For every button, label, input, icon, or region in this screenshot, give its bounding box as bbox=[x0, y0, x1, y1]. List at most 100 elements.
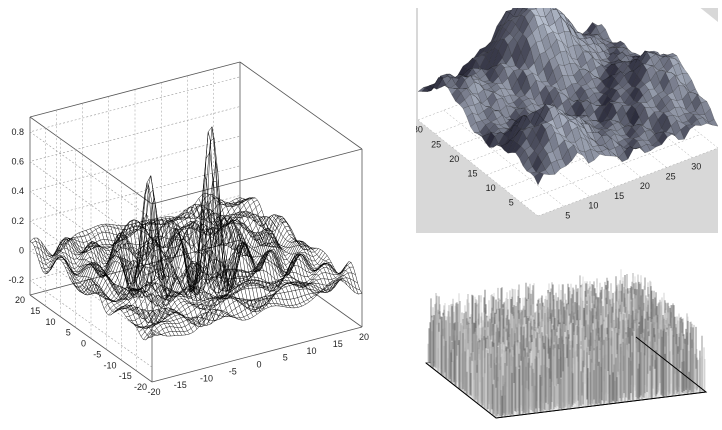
z-tick-label: 0.4 bbox=[11, 186, 24, 196]
mesh-line bbox=[157, 126, 280, 307]
wireframe-surface-panel: 0.8 0.6 0.4 0.2 0 -0.2 -20 -15 -10 -5 0 5 10 15 20 20 15… bbox=[8, 61, 369, 397]
box-edge bbox=[151, 326, 363, 383]
grid-line bbox=[537, 147, 718, 217]
grid-line bbox=[520, 134, 701, 203]
surface-facets bbox=[417, 8, 718, 186]
x-tick-label: -20 bbox=[147, 387, 160, 397]
grid-line bbox=[417, 119, 539, 217]
grid-line bbox=[29, 106, 241, 249]
mesh-line bbox=[149, 174, 273, 312]
mesh-line bbox=[119, 219, 243, 321]
x-tick-label: -10 bbox=[200, 373, 213, 383]
mesh-line bbox=[48, 244, 171, 337]
z-tick-label: 0.6 bbox=[11, 157, 24, 167]
mesh-line bbox=[134, 223, 258, 315]
x-tick-label: 15 bbox=[333, 339, 343, 349]
mesh-line bbox=[239, 197, 363, 294]
x-tick-label: 20 bbox=[640, 181, 650, 191]
grid-line bbox=[29, 224, 241, 368]
x-tick-label: 10 bbox=[306, 346, 316, 356]
mesh-line bbox=[183, 203, 306, 305]
y-tick-label: -5 bbox=[93, 349, 101, 359]
mesh-line bbox=[131, 224, 254, 317]
mesh-line bbox=[228, 200, 352, 289]
mesh-line bbox=[187, 204, 310, 302]
noise-surface-chart bbox=[424, 269, 708, 419]
mesh-line bbox=[78, 232, 202, 326]
mesh-line bbox=[224, 202, 348, 286]
x-tick-label: -5 bbox=[229, 366, 237, 376]
mesh-line bbox=[112, 223, 235, 318]
y-tick-label: 20 bbox=[449, 154, 459, 164]
y-tick-label: 10 bbox=[45, 317, 55, 327]
y-tick-label: 10 bbox=[486, 183, 496, 193]
mesh-line bbox=[41, 241, 164, 336]
mesh-line bbox=[56, 237, 179, 336]
shaded-surface-chart: 5 10 15 20 25 30 5 10 15 20 25 30 bbox=[416, 8, 718, 233]
surface-facet bbox=[708, 119, 718, 127]
mesh-line bbox=[86, 230, 209, 327]
mesh-line bbox=[138, 222, 261, 312]
surface-spikes bbox=[425, 269, 708, 419]
mesh-line bbox=[213, 196, 336, 293]
mesh-line bbox=[44, 246, 168, 337]
tick-labels: 5 10 15 20 25 30 5 10 15 20 25 30 bbox=[416, 125, 701, 221]
y-tick-label: 0 bbox=[81, 339, 86, 349]
mesh-line bbox=[59, 237, 183, 336]
box-edge bbox=[239, 61, 363, 150]
grid-line bbox=[29, 76, 241, 220]
mesh-line bbox=[37, 237, 160, 336]
y-tick-label: -15 bbox=[119, 371, 132, 381]
mesh-line bbox=[71, 237, 194, 333]
y-tick-label: 30 bbox=[416, 125, 423, 135]
axis-box bbox=[29, 61, 363, 383]
shaded-surface-panel: 5 10 15 20 25 30 5 10 15 20 25 30 bbox=[416, 8, 718, 233]
grid-line bbox=[443, 110, 564, 207]
x-tick-label: -15 bbox=[174, 380, 187, 390]
mesh-line bbox=[198, 198, 321, 294]
mesh-line bbox=[67, 238, 190, 335]
mesh-line bbox=[101, 182, 224, 322]
y-tick-label: 5 bbox=[66, 328, 71, 338]
z-tick-label: 0.8 bbox=[11, 127, 24, 137]
mesh-line bbox=[116, 220, 239, 320]
surface-mesh bbox=[29, 126, 363, 341]
y-tick-label: -20 bbox=[134, 382, 147, 392]
x-tick-label: 10 bbox=[588, 201, 598, 211]
mesh-line bbox=[232, 199, 355, 293]
z-tick-label: 0 bbox=[19, 246, 24, 256]
x-tick-label: 0 bbox=[256, 360, 261, 370]
y-tick-label: -10 bbox=[103, 360, 116, 370]
x-tick-label: 5 bbox=[565, 210, 570, 220]
mesh-line bbox=[221, 202, 344, 289]
mesh-line bbox=[202, 194, 325, 293]
box-edge bbox=[239, 239, 363, 328]
mesh-line bbox=[33, 237, 156, 338]
grid-line bbox=[29, 195, 241, 338]
base-edge bbox=[425, 336, 708, 419]
y-tick-label: 20 bbox=[15, 295, 25, 305]
y-tick-label: 25 bbox=[431, 139, 441, 149]
noise-surface-panel bbox=[416, 250, 718, 426]
mesh-line bbox=[97, 216, 220, 325]
mesh-line bbox=[82, 231, 205, 325]
mesh-line bbox=[206, 192, 329, 293]
box-edge bbox=[151, 148, 363, 205]
mesh-line bbox=[179, 206, 303, 307]
mesh-line bbox=[142, 220, 265, 312]
y-tick-label: 15 bbox=[30, 306, 40, 316]
mesh-line bbox=[172, 213, 295, 309]
x-tick-label: 25 bbox=[666, 171, 676, 181]
y-tick-label: 15 bbox=[467, 168, 477, 178]
z-tick-label: 0.2 bbox=[11, 216, 24, 226]
z-tick-label: -0.2 bbox=[8, 275, 24, 285]
y-tick-label: 5 bbox=[509, 197, 514, 207]
grid-line bbox=[29, 165, 241, 309]
x-tick-label: 20 bbox=[359, 332, 369, 342]
mesh-line bbox=[108, 197, 231, 318]
tick-labels: 0.80.60.40.20-0.2-20-15-10-5051015202015… bbox=[8, 127, 369, 397]
wireframe-surface-chart: 0.80.60.40.20-0.2-20-15-10-5051015202015… bbox=[8, 61, 369, 397]
mesh-line bbox=[29, 241, 153, 341]
x-tick-label: 30 bbox=[691, 162, 701, 172]
x-tick-label: 5 bbox=[283, 353, 288, 363]
